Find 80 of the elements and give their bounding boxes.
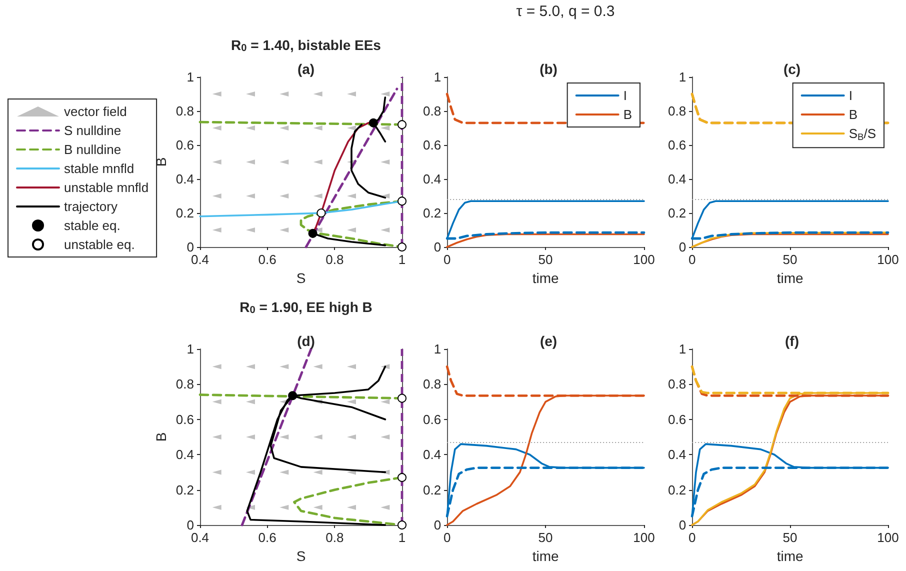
- y-tick-label: 0.4: [668, 447, 686, 462]
- x-tick-label: 50: [782, 530, 798, 545]
- x-tick-label: 0: [688, 252, 696, 267]
- text: τ = 5.0, q = 0.3: [516, 3, 615, 20]
- x-tick-label: 0: [443, 252, 451, 267]
- y-tick-label: 0: [186, 518, 194, 532]
- chart-subtitle: (b): [540, 61, 558, 77]
- x-tick-label: 0.6: [258, 252, 276, 267]
- x-tick-label: 100: [633, 252, 655, 267]
- y-tick-label: 0.6: [668, 412, 686, 427]
- y-tick-label: 0.8: [422, 376, 442, 392]
- x-tick-label: 1: [398, 252, 406, 267]
- y-tick-label: 0: [678, 518, 686, 532]
- y-tick-label: 1: [678, 70, 686, 84]
- legend-label: B: [623, 107, 632, 122]
- legend-label: B nulldine: [64, 142, 122, 157]
- chart-subtitle: (f): [785, 333, 799, 349]
- legend-label: B: [848, 107, 858, 122]
- x-tick-label: 1: [398, 530, 406, 545]
- x-tick-label: 0: [443, 530, 451, 545]
- legend-label: S nulldine: [64, 123, 122, 138]
- x-tick-label: 50: [782, 252, 798, 267]
- legend-label: I: [848, 88, 852, 103]
- y-tick-label: 0.8: [668, 104, 686, 118]
- y-tick-label: 0: [434, 518, 442, 532]
- y-axis-title: B: [153, 432, 169, 442]
- y-tick-label: 0.2: [176, 482, 194, 498]
- chart-subtitle: (e): [540, 333, 558, 349]
- x-axis-title: time: [776, 548, 804, 564]
- legend-label: trajectory: [64, 199, 118, 214]
- x-tick-label: 100: [633, 530, 655, 545]
- x-axis-title: time: [532, 548, 559, 564]
- y-tick-label: 0.8: [422, 104, 442, 118]
- y-tick-label: 0.8: [176, 376, 194, 392]
- x-axis-title: S: [296, 270, 306, 286]
- y-tick-label: 1: [434, 342, 442, 356]
- x-tick-label: 0: [688, 530, 696, 545]
- y-tick-label: 0.8: [176, 104, 194, 118]
- y-tick-label: 1: [186, 70, 194, 84]
- y-tick-label: 0.6: [176, 412, 194, 427]
- y-tick-label: 0: [434, 240, 442, 254]
- x-tick-label: 50: [538, 530, 553, 545]
- legend-label: I: [623, 88, 627, 103]
- chart-subtitle: (d): [297, 333, 315, 349]
- x-axis-title: S: [296, 548, 306, 564]
- y-tick-label: 0: [186, 240, 194, 254]
- y-tick-label: 0.4: [176, 172, 194, 186]
- y-tick-label: 0.2: [422, 482, 442, 498]
- x-tick-label: 0.6: [258, 530, 276, 545]
- x-axis-title: time: [776, 270, 804, 286]
- y-tick-label: 1: [678, 342, 686, 356]
- y-tick-label: 0.2: [422, 206, 442, 220]
- y-tick-label: 0.6: [422, 138, 442, 152]
- x-tick-label: 0.8: [326, 530, 344, 545]
- x-tick-label: 100: [877, 530, 899, 545]
- chart-subtitle: (c): [783, 61, 801, 77]
- x-axis-title: time: [532, 270, 559, 286]
- legend-label: unstable mnfld: [64, 180, 149, 195]
- y-tick-label: 0.2: [176, 206, 194, 220]
- y-tick-label: 0.6: [668, 138, 686, 152]
- y-tick-label: 0.8: [668, 376, 686, 392]
- y-tick-label: 0.2: [668, 206, 686, 220]
- y-tick-label: 1: [434, 70, 442, 84]
- y-tick-label: 0.4: [422, 172, 442, 186]
- y-tick-label: 0.2: [668, 482, 686, 498]
- y-tick-label: 0.4: [176, 447, 194, 462]
- x-tick-label: 50: [538, 252, 553, 267]
- y-tick-label: 0.6: [176, 138, 194, 152]
- y-tick-label: 0: [678, 240, 686, 254]
- legend-label: stable eq.: [64, 218, 120, 233]
- legend-label: stable mnfld: [64, 161, 134, 176]
- legend-label: vector field: [64, 104, 127, 119]
- chart-subtitle: (a): [297, 61, 315, 77]
- x-tick-label: 100: [877, 252, 899, 267]
- y-tick-label: 0.6: [422, 412, 442, 427]
- legend-label: unstable eq.: [64, 237, 135, 252]
- y-tick-label: 0.4: [668, 172, 686, 186]
- y-tick-label: 0.4: [422, 447, 442, 462]
- y-tick-label: 1: [186, 342, 194, 356]
- x-tick-label: 0.8: [326, 252, 344, 267]
